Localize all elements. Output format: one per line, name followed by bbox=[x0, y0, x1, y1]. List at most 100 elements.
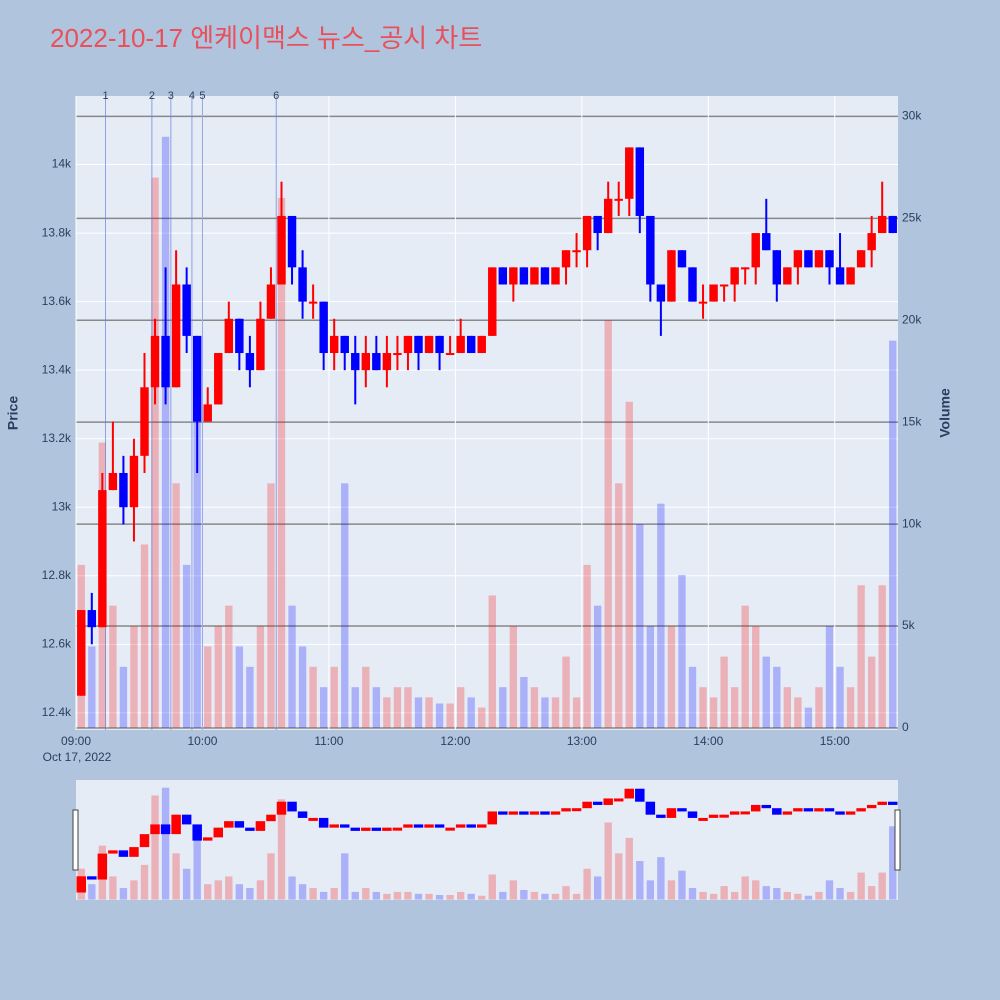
mini-candle bbox=[845, 811, 856, 815]
mini-volume-bar bbox=[509, 880, 518, 900]
mini-candle bbox=[287, 801, 297, 812]
volume-bar bbox=[309, 666, 317, 728]
candle-body bbox=[709, 284, 718, 302]
mini-volume-bar bbox=[372, 891, 381, 900]
mini-volume-bar bbox=[130, 880, 138, 900]
candle-body bbox=[77, 610, 86, 696]
mini-candle bbox=[129, 847, 139, 857]
candle-body bbox=[182, 284, 191, 336]
volume-bar bbox=[109, 605, 117, 728]
mini-volume-bar bbox=[246, 888, 254, 900]
volume-bar bbox=[425, 697, 433, 728]
mini-volume-bar bbox=[256, 880, 265, 900]
mini-candle bbox=[508, 811, 519, 815]
mini-candle bbox=[677, 808, 687, 812]
volume-bar bbox=[341, 483, 349, 728]
y-tick-label: 13.4k bbox=[42, 362, 72, 376]
mini-volume-bar bbox=[541, 893, 549, 900]
y2-tick-label: 10k bbox=[902, 516, 922, 530]
candle-body bbox=[614, 198, 623, 201]
mini-candle bbox=[835, 811, 845, 815]
volume-bar bbox=[678, 575, 686, 728]
volume-bar bbox=[456, 687, 465, 728]
mini-candle bbox=[150, 824, 160, 835]
mini-volume-bar bbox=[119, 888, 128, 900]
volume-bar bbox=[404, 687, 412, 728]
mini-volume-bar bbox=[551, 893, 560, 900]
mini-volume-bar bbox=[562, 886, 570, 900]
mini-candle bbox=[224, 821, 234, 828]
volume-bar bbox=[593, 605, 602, 728]
mini-volume-bar bbox=[699, 891, 707, 900]
mini-candle bbox=[139, 834, 150, 848]
volume-bar bbox=[572, 697, 581, 728]
volume-bar bbox=[414, 697, 423, 728]
candle-body bbox=[814, 250, 824, 268]
mini-candle bbox=[266, 814, 276, 822]
candle-body bbox=[393, 353, 402, 356]
volume-bar bbox=[478, 707, 486, 728]
volume-bar bbox=[646, 626, 655, 728]
mini-candle bbox=[202, 837, 213, 841]
volume-bar bbox=[225, 605, 233, 728]
mini-volume-bar bbox=[298, 884, 307, 900]
x-date-label: Oct 17, 2022 bbox=[43, 750, 112, 764]
mini-volume-bar bbox=[393, 891, 402, 900]
y-tick-label: 13.6k bbox=[42, 294, 72, 308]
volume-bar bbox=[119, 666, 128, 728]
volume-bar bbox=[730, 687, 739, 728]
mini-candle bbox=[318, 817, 329, 828]
mini-candle bbox=[613, 798, 624, 802]
candle-body bbox=[382, 353, 392, 371]
volume-bar bbox=[351, 687, 359, 728]
chart-title: 2022-10-17 엔케이맥스 뉴스_공시 차트 bbox=[50, 23, 482, 53]
mini-candle bbox=[540, 811, 550, 815]
mini-volume-bar bbox=[404, 891, 412, 900]
y-tick-label: 12.6k bbox=[42, 636, 72, 650]
mini-volume-bar bbox=[667, 880, 676, 900]
candle-body bbox=[129, 455, 139, 508]
mini-candle bbox=[118, 850, 129, 857]
mini-candle bbox=[529, 811, 540, 815]
candle-body bbox=[625, 147, 634, 199]
mini-candle bbox=[666, 808, 677, 818]
candle-body bbox=[140, 387, 149, 456]
mini-volume-bar bbox=[446, 894, 454, 900]
candle-body bbox=[403, 335, 413, 354]
candle-body bbox=[456, 335, 465, 354]
mini-volume-bar bbox=[646, 880, 655, 900]
mini-volume-bar bbox=[730, 891, 739, 900]
candle-body bbox=[414, 335, 423, 354]
range-slider bbox=[76, 780, 898, 900]
news-label: 4 bbox=[189, 90, 195, 102]
mini-candle bbox=[171, 814, 181, 835]
volume-bar bbox=[256, 626, 265, 728]
volume-bar bbox=[151, 177, 159, 728]
volume-bar bbox=[846, 687, 855, 728]
y-tick-label: 14k bbox=[52, 157, 72, 171]
volume-bar bbox=[709, 697, 718, 728]
candle-body bbox=[530, 267, 539, 285]
mini-candle bbox=[455, 824, 466, 828]
candle-body bbox=[498, 267, 508, 285]
volume-bar bbox=[520, 676, 528, 728]
mini-volume-bar bbox=[456, 891, 465, 900]
volume-bar bbox=[794, 697, 802, 728]
mini-candle bbox=[255, 821, 266, 831]
candle-body bbox=[825, 250, 834, 268]
candle-body bbox=[793, 250, 803, 268]
mini-candle bbox=[550, 811, 561, 815]
range-handle[interactable] bbox=[72, 809, 79, 871]
x-tick-label: 11:00 bbox=[314, 734, 343, 748]
mini-volume-bar bbox=[214, 880, 222, 900]
mini-candle bbox=[656, 814, 666, 818]
volume-bar bbox=[773, 666, 781, 728]
candle-body bbox=[846, 267, 855, 285]
volume-bar bbox=[762, 656, 770, 728]
mini-candle bbox=[687, 811, 698, 818]
range-handle[interactable] bbox=[894, 809, 901, 871]
candle-body bbox=[582, 215, 592, 251]
candle-body bbox=[361, 353, 371, 371]
volume-bar bbox=[298, 646, 307, 728]
news-label: 1 bbox=[102, 90, 108, 102]
